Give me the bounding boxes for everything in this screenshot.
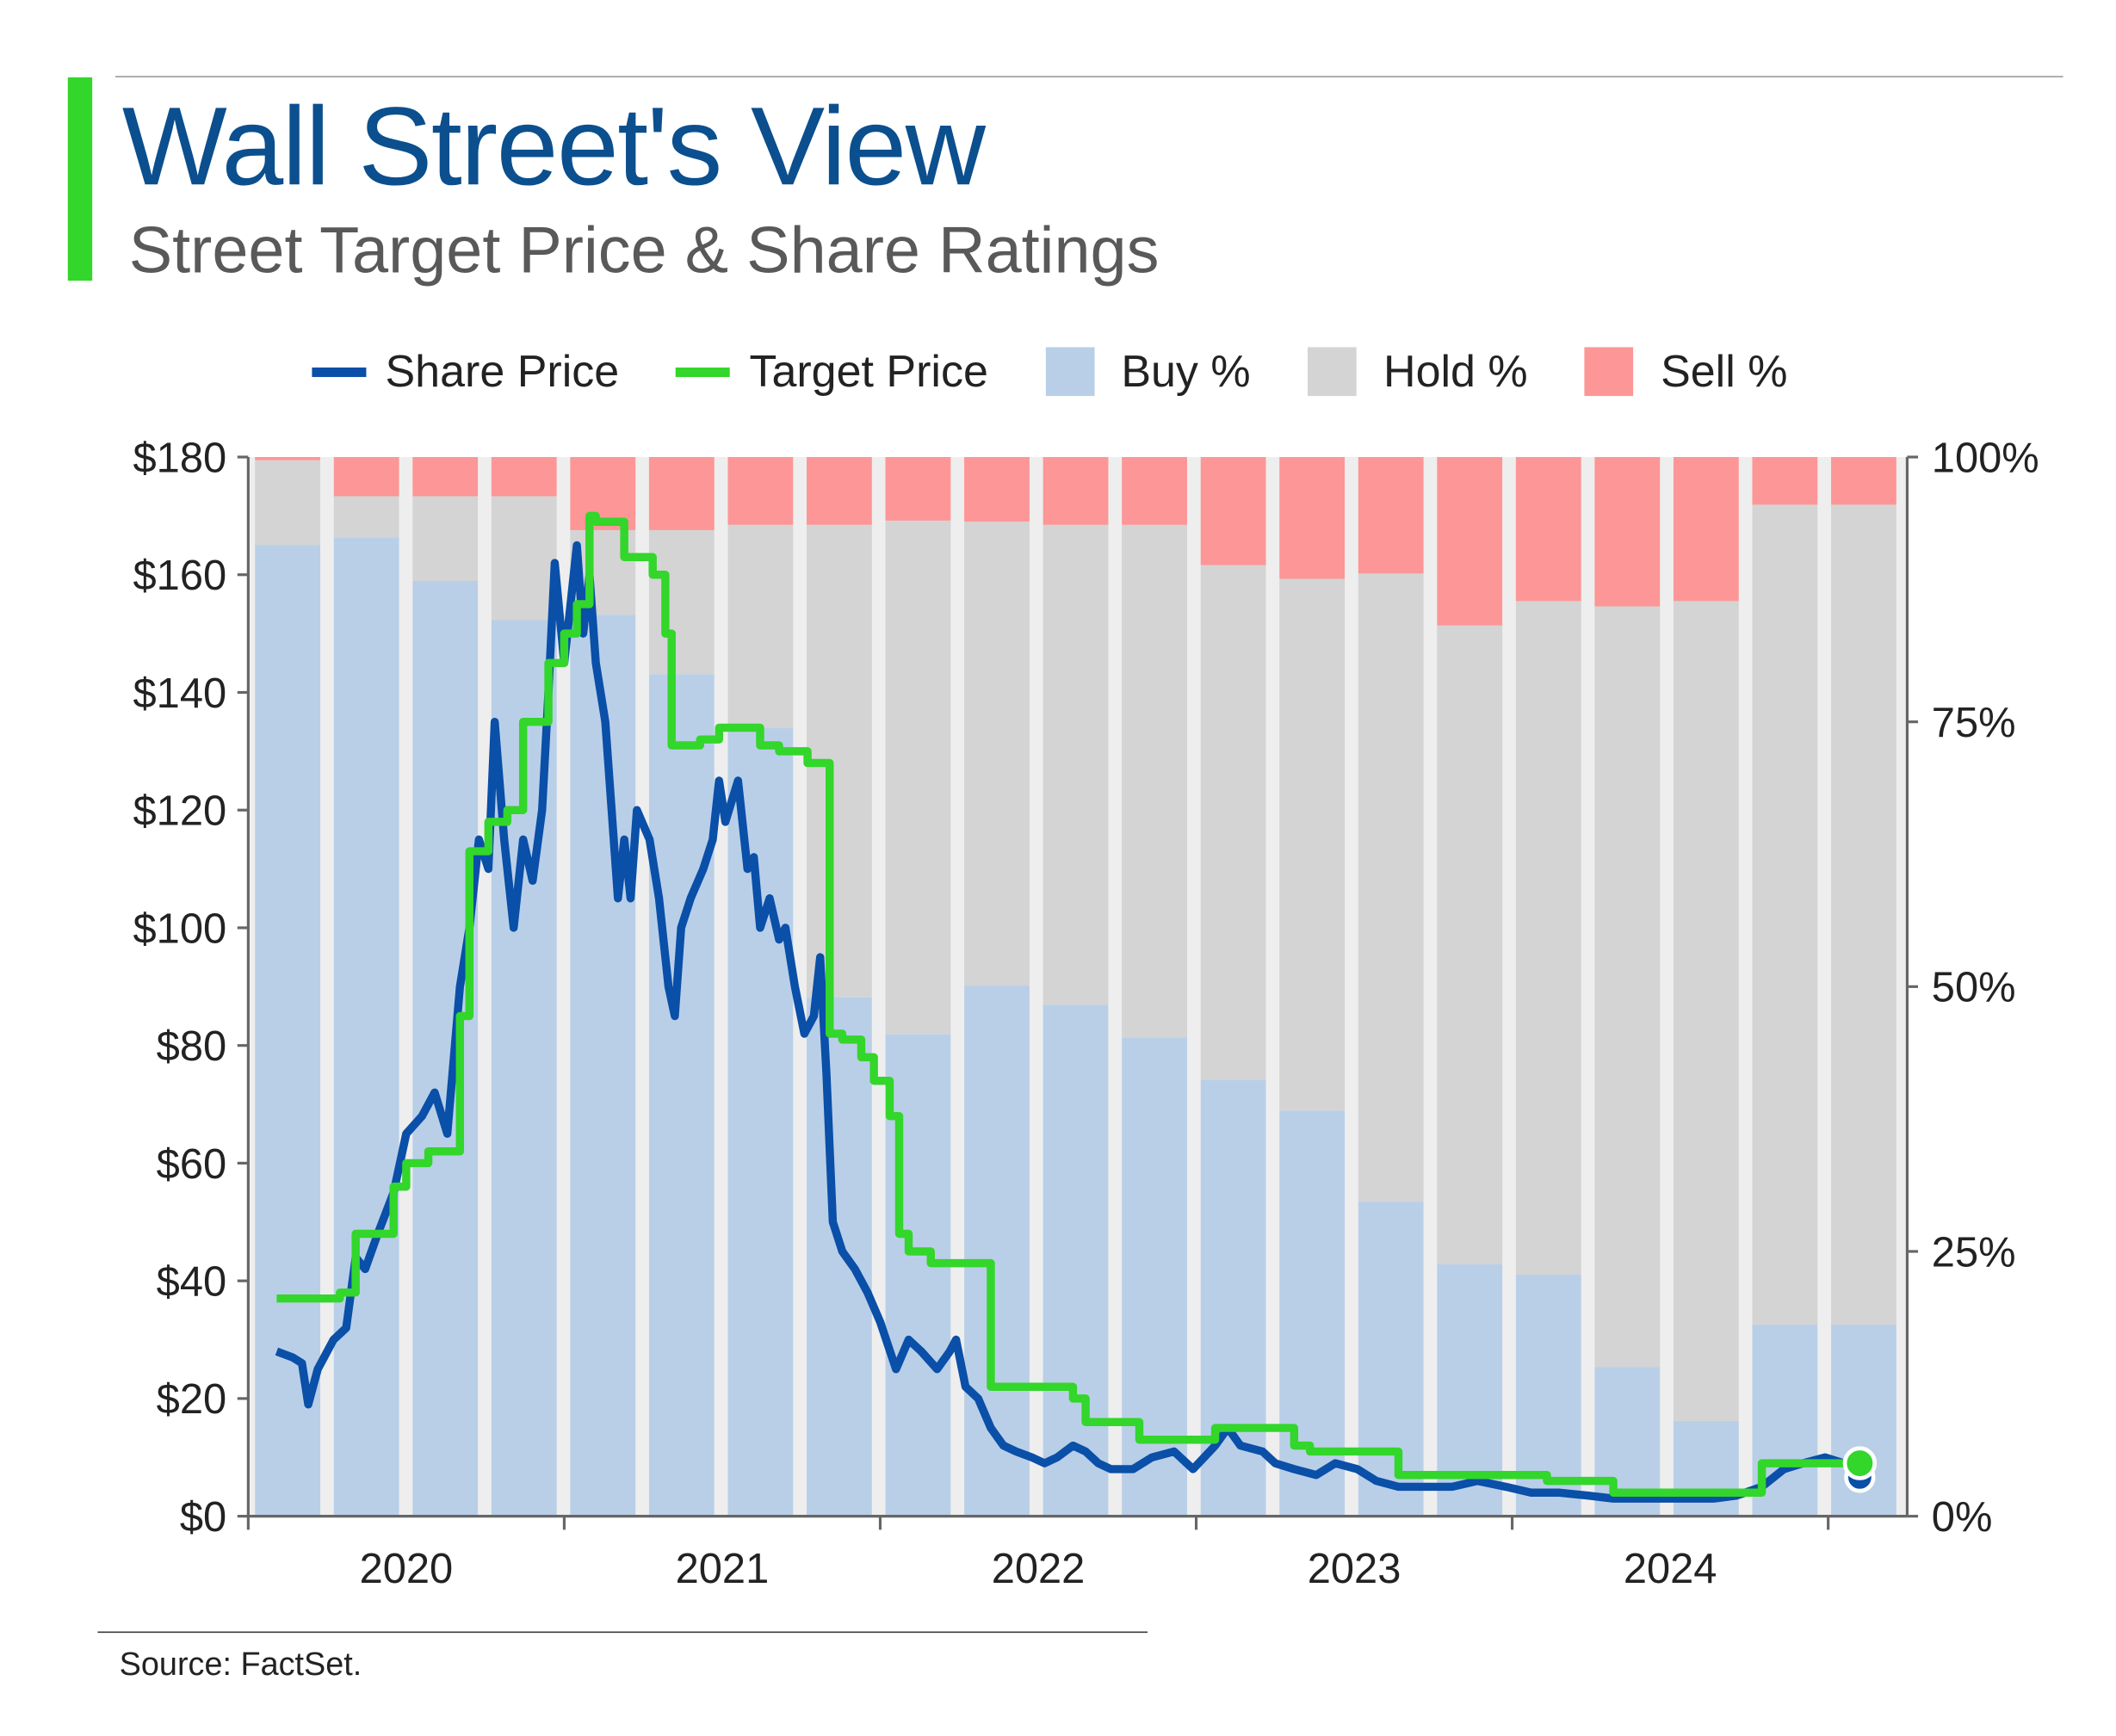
hold-bar <box>1752 504 1818 1325</box>
legend-label: Sell % <box>1661 345 1788 397</box>
buy-bar <box>1122 1037 1187 1517</box>
sell-bar <box>1122 457 1187 525</box>
y-tick-label: $80 <box>157 1023 226 1070</box>
buy-bar <box>727 728 794 1517</box>
sell-bar <box>1200 457 1266 565</box>
target-price-end-marker <box>1842 1446 1878 1480</box>
hold-bar <box>1043 524 1109 1005</box>
y-right-tick-label: 75% <box>1932 700 2016 746</box>
hold-bar <box>885 520 951 1035</box>
sell-bar <box>1752 457 1818 505</box>
y-tick-label: $0 <box>180 1494 226 1541</box>
hold-bar <box>1515 601 1581 1276</box>
legend-item: Buy % <box>1045 346 1251 398</box>
sell-bar <box>491 457 557 497</box>
buy-bar <box>964 985 1030 1517</box>
hold-bar <box>964 522 1030 986</box>
chart-legend: Share Price Target Price Buy % Hold % Sell % <box>312 346 1844 398</box>
share-price-line <box>275 541 1862 1503</box>
sell-bar <box>1279 457 1346 579</box>
sell-bar <box>1437 457 1503 626</box>
sell-bar <box>807 457 872 525</box>
legend-swatch <box>676 367 731 377</box>
sell-bar <box>964 457 1030 522</box>
buy-bar <box>807 997 872 1517</box>
x-tick-label: 2021 <box>676 1546 770 1592</box>
source-note: Source: FactSet. <box>119 1646 362 1683</box>
x-tick-label: 2024 <box>1624 1546 1717 1592</box>
sell-bar <box>333 457 399 497</box>
buy-bar <box>1043 1004 1109 1517</box>
y-tick-label: $160 <box>133 553 227 599</box>
hold-bar <box>255 460 321 546</box>
sell-bar <box>1594 457 1661 607</box>
legend-item: Sell % <box>1584 345 1788 398</box>
sell-bar <box>648 457 715 530</box>
sell-bar <box>885 457 951 521</box>
x-tick-label: 2020 <box>360 1546 454 1592</box>
y-tick-label: $120 <box>133 788 227 835</box>
hold-bar <box>333 496 399 538</box>
source-rule <box>97 1631 1148 1634</box>
y-tick-label: $20 <box>157 1376 226 1423</box>
hold-bar <box>1122 524 1187 1038</box>
y-right-tick-label: 50% <box>1932 965 2016 1011</box>
sell-bar <box>1358 457 1424 574</box>
sell-bar <box>1673 457 1739 602</box>
x-tick-label: 2023 <box>1308 1546 1401 1592</box>
buy-bar <box>885 1034 951 1517</box>
page-subtitle: Street Target Price & Share Ratings <box>128 215 1160 288</box>
hold-bar <box>1831 504 1896 1325</box>
buy-bar <box>412 580 479 1517</box>
y-right-tick-label: 25% <box>1932 1229 2016 1276</box>
buy-bar <box>648 674 715 1517</box>
hold-bar <box>648 529 715 675</box>
y-tick-label: $60 <box>157 1141 226 1188</box>
y-right-tick-label: 100% <box>1932 435 2039 481</box>
sell-bar <box>255 457 321 460</box>
legend-item: Share Price <box>312 346 619 398</box>
hold-bar <box>1437 625 1503 1264</box>
sell-bar <box>1515 457 1581 602</box>
target-price-line <box>276 511 1860 1498</box>
accent-bar <box>67 77 93 281</box>
legend-item: Hold % <box>1307 345 1528 398</box>
legend-item: Target Price <box>676 346 988 398</box>
buy-bar <box>333 537 399 1517</box>
buy-bar <box>570 615 636 1517</box>
y-tick-label: $140 <box>133 670 227 717</box>
legend-label: Share Price <box>385 345 620 397</box>
buy-bar <box>1358 1202 1424 1517</box>
hold-bar <box>412 496 479 581</box>
sell-bar <box>1043 457 1109 525</box>
page-title: Wall Street's View <box>121 85 986 209</box>
y-tick-label: $100 <box>133 905 227 952</box>
hold-bar <box>1279 578 1346 1111</box>
legend-label: Buy % <box>1121 345 1251 397</box>
hold-bar <box>727 524 794 729</box>
hold-bar <box>1594 606 1661 1368</box>
legend-swatch <box>1045 347 1094 397</box>
y-tick-label: $40 <box>157 1258 226 1305</box>
hold-bar <box>1358 573 1424 1202</box>
top-rule <box>114 76 2063 77</box>
legend-label: Hold % <box>1383 345 1528 397</box>
hold-bar <box>1200 565 1266 1080</box>
legend-swatch <box>312 367 367 377</box>
hold-bar <box>1673 601 1739 1421</box>
sell-bar <box>727 457 794 525</box>
sell-bar <box>412 457 479 497</box>
legend-swatch <box>1584 347 1634 397</box>
legend-label: Target Price <box>749 345 988 397</box>
hold-bar <box>491 496 557 621</box>
x-tick-label: 2022 <box>992 1546 1086 1592</box>
buy-bar <box>255 545 321 1517</box>
legend-swatch <box>1307 347 1357 397</box>
sell-bar <box>1831 457 1896 505</box>
y-right-tick-label: 0% <box>1932 1494 1993 1541</box>
y-tick-label: $180 <box>133 435 227 481</box>
